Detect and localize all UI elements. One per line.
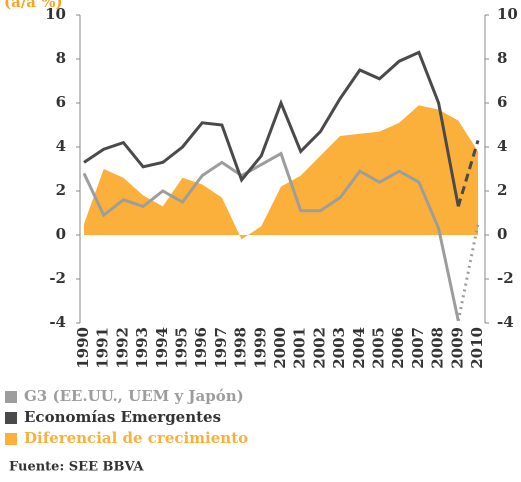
y-tick-label: 6: [56, 93, 66, 111]
y2-tick-label: -2: [497, 269, 514, 287]
x-tick-label: 1999: [251, 327, 269, 369]
x-tick-label: 2005: [370, 327, 388, 369]
x-tick-label: 2007: [409, 327, 427, 369]
line-forecast: [456, 139, 480, 207]
line-forecast: [456, 223, 480, 322]
x-tick-label: 1993: [133, 327, 151, 369]
y2-tick-label: 4: [497, 137, 507, 155]
y-tick-label: 10: [45, 5, 66, 23]
x-tick-label: 1996: [192, 327, 210, 369]
x-tick-label: 2009: [448, 327, 466, 369]
x-tick-label: 1998: [232, 327, 250, 369]
x-tick-label: 1990: [74, 327, 92, 369]
x-tick-label: 1992: [113, 327, 131, 369]
legend-label: Economías Emergentes: [24, 408, 221, 426]
y2-tick-label: 6: [497, 93, 507, 111]
area: [84, 105, 478, 240]
legend-swatch: [5, 433, 17, 445]
y-tick-label: 0: [56, 225, 66, 243]
y2-tick-label: 2: [497, 181, 507, 199]
legend-label: G3 (EE.UU., UEM y Japón): [24, 387, 244, 405]
legend-swatch: [5, 412, 17, 424]
legend-label: Diferencial de crecimiento: [24, 429, 248, 447]
y2-tick-label: 0: [497, 225, 507, 243]
x-tick-label: 2001: [291, 327, 309, 369]
x-tick-label: 2006: [389, 327, 407, 369]
x-tick-label: 1997: [212, 327, 230, 369]
chart-title: (a/a %): [4, 0, 63, 11]
x-tick-label: 2000: [271, 327, 289, 369]
line: [83, 50, 460, 207]
x-tick-label: 2008: [429, 327, 447, 369]
y-tick-label: -4: [49, 313, 66, 331]
x-tick-label: 1995: [173, 327, 191, 369]
legend-swatch: [5, 391, 17, 403]
x-tick-label: 1994: [153, 327, 171, 369]
x-tick-label: 2002: [310, 327, 328, 369]
y2-tick-label: -4: [497, 313, 514, 331]
x-tick-label: 1991: [94, 327, 112, 369]
y-tick-label: 2: [56, 181, 66, 199]
line: [82, 151, 460, 322]
y-tick-label: -2: [49, 269, 66, 287]
x-tick-label: 2010: [468, 327, 486, 369]
y2-tick-label: 10: [497, 5, 518, 23]
y-tick-label: 4: [56, 137, 66, 155]
source: Fuente: SEE BBVA: [9, 460, 145, 475]
y2-tick-label: 8: [497, 49, 507, 67]
x-tick-label: 2003: [330, 327, 348, 369]
y-tick-label: 8: [56, 49, 66, 67]
x-tick-label: 2004: [350, 327, 368, 369]
